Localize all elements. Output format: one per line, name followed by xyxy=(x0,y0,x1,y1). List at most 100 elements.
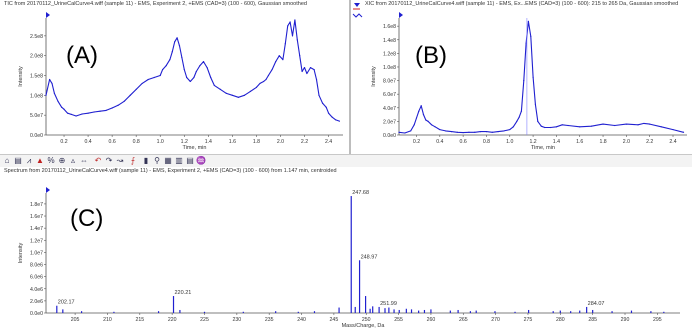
x-tick-label: 0.8 xyxy=(133,139,140,145)
x-tick-label: 2.0 xyxy=(623,139,630,145)
x-tick-label: 290 xyxy=(621,317,630,323)
list-icon[interactable]: ▤ xyxy=(186,156,194,165)
data-point xyxy=(404,132,406,134)
mass-spectrum-chart[interactable]: 0.0e0 2.0e6 4.0e6 6.0e6 8.0e6 1.0e7 1.2e7 1.4e7… xyxy=(0,167,692,328)
data-point xyxy=(309,66,312,69)
data-point xyxy=(413,124,415,126)
curve-icon[interactable]: ↝ xyxy=(116,156,124,165)
x-tick-label: 0.4 xyxy=(436,139,443,145)
data-point xyxy=(171,51,173,53)
y-tick-label: 0.0e0 xyxy=(30,311,43,317)
data-point xyxy=(123,100,125,102)
data-point xyxy=(174,41,176,43)
data-point xyxy=(271,68,273,71)
data-point xyxy=(474,131,476,133)
overlay-icon[interactable] xyxy=(352,13,363,18)
data-point xyxy=(682,131,685,133)
x-tick-label: 265 xyxy=(459,317,468,323)
pane-divider[interactable] xyxy=(349,0,351,154)
data-point xyxy=(544,126,546,129)
data-point xyxy=(327,112,330,114)
data-point xyxy=(491,131,493,133)
data-point xyxy=(70,113,72,115)
series-line[interactable] xyxy=(398,20,684,134)
data-point xyxy=(301,70,303,73)
centroid-icon[interactable]: ▵ xyxy=(70,156,75,165)
y-tick-label: 6.0e6 xyxy=(30,275,43,281)
data-point xyxy=(555,126,558,128)
y-tick-label: 2.0e7 xyxy=(383,119,396,125)
data-point xyxy=(660,126,662,128)
data-point xyxy=(534,103,537,105)
data-point xyxy=(291,35,294,37)
redo-icon[interactable]: ↷ xyxy=(105,156,113,165)
cursor-marker-icon[interactable] xyxy=(46,187,50,193)
data-point xyxy=(263,80,265,83)
tic-chart[interactable]: 0.0e0 5.0e7 1.0e8 1.5e8 2.0e8 2.5e8 0.2 0.4 0.6 0… xyxy=(0,0,349,154)
x-axis-label: Time, min xyxy=(183,145,207,151)
data-point xyxy=(422,113,425,116)
data-point xyxy=(325,106,327,108)
y-tick-label: 8.0e6 xyxy=(30,263,43,269)
data-point xyxy=(672,128,674,131)
x-tick-label: 0.6 xyxy=(109,139,116,145)
y-tick-label: 1.0e8 xyxy=(383,65,396,71)
y-axis-label: Intensity xyxy=(18,66,24,87)
peak-label: 220.21 xyxy=(175,290,192,296)
x-tick-label: 2.0 xyxy=(277,139,284,145)
x-tick-label: 295 xyxy=(653,317,662,323)
grid-icon[interactable]: ▦ xyxy=(164,156,172,165)
data-point xyxy=(61,106,63,108)
pane-c-title: Spectrum from 20170112_UrineCalCurve4.wi… xyxy=(4,168,337,174)
data-point xyxy=(649,123,651,125)
link-icon[interactable]: ⇔ xyxy=(80,156,88,165)
data-point xyxy=(49,78,51,81)
percent-icon[interactable]: % xyxy=(47,156,55,165)
data-point xyxy=(231,94,233,96)
x-tick-label: 245 xyxy=(330,317,339,323)
data-point xyxy=(265,78,267,81)
spectrum-icon[interactable]: ♒ xyxy=(196,156,206,165)
data-point xyxy=(299,55,301,57)
pin-icon[interactable] xyxy=(354,3,360,7)
data-point xyxy=(210,76,212,79)
cursor-marker-icon[interactable] xyxy=(46,12,50,18)
data-point xyxy=(176,37,178,39)
x-tick-label: 1.6 xyxy=(229,139,236,145)
y-tick-label: 1.0e8 xyxy=(30,93,43,99)
series-line[interactable] xyxy=(45,19,340,122)
y-tick-label: 4.0e7 xyxy=(383,106,396,112)
search-icon[interactable]: ⚲ xyxy=(154,156,160,165)
data-point xyxy=(219,88,221,90)
y-tick-label: 1.2e7 xyxy=(30,238,43,244)
data-point xyxy=(427,120,429,122)
xic-chart[interactable]: 0.0e0 2.0e7 4.0e7 6.0e7 8.0e7 1.0e8 1.2e8 1.4e8… xyxy=(351,0,692,154)
undo-icon[interactable]: ↶ xyxy=(94,156,102,165)
data-point xyxy=(141,82,143,85)
y-tick-label: 0.0e0 xyxy=(383,133,396,139)
data-point xyxy=(99,110,101,112)
peak-label: 202.17 xyxy=(58,300,75,306)
peak-icon[interactable]: ⩘ xyxy=(26,156,32,165)
fit-icon[interactable]: ⨍ xyxy=(130,156,136,165)
x-tick-label: 1.8 xyxy=(253,139,260,145)
y-tick-label: 2.0e8 xyxy=(30,54,43,60)
zoom-icon[interactable]: ▤ xyxy=(14,156,22,165)
x-tick-label: 1.8 xyxy=(599,139,606,145)
x-tick-label: 2.4 xyxy=(669,139,676,145)
data-point xyxy=(315,78,318,81)
spectrum-pane-c: Spectrum from 20170112_UrineCalCurve4.wi… xyxy=(0,167,692,328)
cursor-marker-icon[interactable] xyxy=(399,12,403,18)
table-icon[interactable]: ▥ xyxy=(175,156,183,165)
data-point xyxy=(313,68,315,71)
zoom-in-icon[interactable]: ⊕ xyxy=(58,156,66,165)
y-tick-label: 1.2e8 xyxy=(383,51,396,57)
x-tick-label: 280 xyxy=(556,317,565,323)
data-point xyxy=(75,115,77,117)
arrow-up-icon[interactable]: ▲ xyxy=(36,156,44,165)
home-icon[interactable]: ⌂ xyxy=(4,156,10,165)
data-point xyxy=(625,123,627,125)
data-point xyxy=(303,66,306,69)
x-tick-label: 260 xyxy=(427,317,436,323)
delete-icon[interactable]: ▮ xyxy=(143,156,149,165)
